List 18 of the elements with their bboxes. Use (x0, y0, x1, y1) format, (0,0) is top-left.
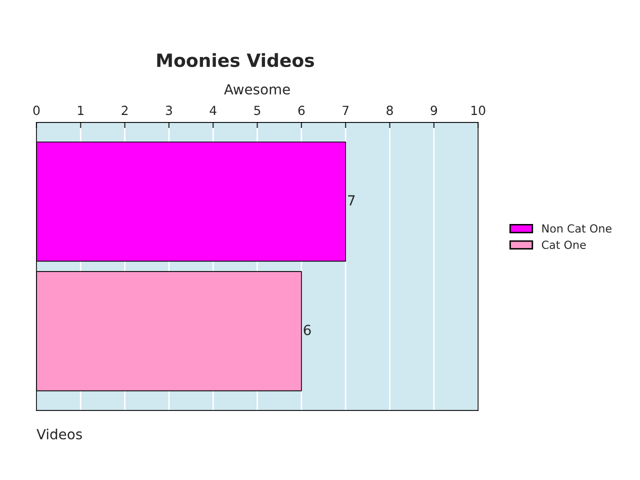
data-label: 6 (304, 324, 311, 336)
x-tick-label: 8 (386, 106, 393, 116)
legend-label: Cat One (542, 240, 586, 249)
x-tick-label: 3 (166, 106, 172, 116)
x-tick-label: 10 (472, 106, 486, 116)
x-axis-title: Awesome (224, 84, 290, 95)
x-tick-label: 1 (78, 106, 84, 115)
x-tick-label: 5 (254, 106, 260, 116)
data-label: 7 (348, 195, 355, 206)
x-tick-label: 7 (342, 106, 349, 115)
chart-title: Moonies Videos (157, 53, 314, 68)
x-tick-label: 9 (430, 106, 438, 116)
x-tick-label: 6 (298, 106, 305, 116)
x-tick-label: 2 (122, 106, 128, 115)
x-tick-label: 0 (33, 106, 40, 116)
text: Videos (36, 428, 82, 440)
legend-label: Non Cat One (542, 224, 612, 233)
x-tick-label: 4 (210, 106, 216, 115)
